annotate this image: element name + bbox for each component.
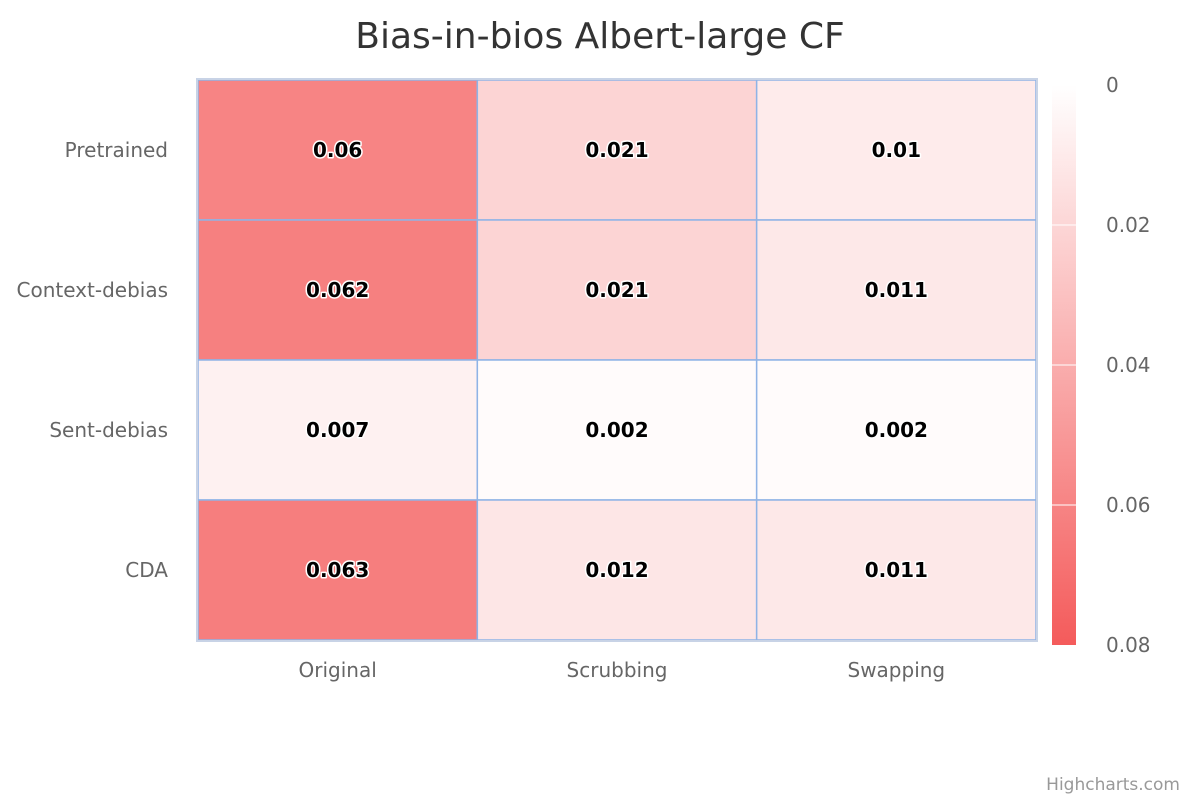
y-axis-tick-label: Pretrained	[65, 138, 168, 162]
heatmap-cell[interactable]	[476, 79, 758, 221]
color-legend-tick-label: 0.04	[1106, 353, 1151, 377]
color-legend: 0 0.02 0.04 0.06 0.08	[1052, 73, 1151, 657]
heatmap-cell[interactable]	[476, 359, 758, 501]
y-axis-tick-label: CDA	[125, 558, 168, 582]
heatmap-cell[interactable]	[197, 219, 479, 361]
cell-value-label: 0.021	[585, 138, 648, 162]
heatmap-cell[interactable]	[476, 219, 758, 361]
cell-value-label: 0.011	[865, 278, 928, 302]
cell-value-label: 0.062	[306, 278, 369, 302]
y-axis-tick-label: Context-debias	[17, 278, 169, 302]
heatmap-cell[interactable]	[755, 219, 1037, 361]
heatmap-cells	[197, 79, 1037, 641]
color-legend-tick-label: 0.08	[1106, 633, 1151, 657]
cell-value-label: 0.06	[313, 138, 362, 162]
cell-value-label: 0.063	[306, 558, 369, 582]
x-axis-tick-label: Swapping	[848, 658, 946, 682]
cell-value-label: 0.011	[865, 558, 928, 582]
x-axis-tick-label: Original	[299, 658, 377, 682]
plot-frame	[196, 78, 1038, 642]
heatmap-cell[interactable]	[197, 79, 479, 221]
y-axis-tick-label: Sent-debias	[49, 418, 168, 442]
heatmap-cell[interactable]	[755, 499, 1037, 641]
color-legend-tick-label: 0.06	[1106, 493, 1151, 517]
cell-value-label: 0.007	[306, 418, 369, 442]
cell-value-label: 0.002	[585, 418, 648, 442]
plot-border	[196, 78, 1038, 642]
credits-link[interactable]: Highcharts.com	[1046, 775, 1180, 795]
y-axis: Pretrained Context-debias Sent-debias CDA	[17, 138, 169, 582]
color-legend-tick-label: 0	[1106, 73, 1119, 97]
chart-title: Bias-in-bios Albert-large CF	[355, 16, 844, 57]
cell-value-label: 0.012	[585, 558, 648, 582]
cell-value-label: 0.01	[872, 138, 921, 162]
x-axis: Original Scrubbing Swapping	[299, 658, 946, 682]
cell-value-label: 0.021	[585, 278, 648, 302]
cell-labels: 0.06 0.021 0.01 0.062 0.021 0.011 0.007 0.002 0.…	[305, 137, 930, 584]
heatmap-cell[interactable]	[197, 499, 479, 641]
color-legend-tick-label: 0.02	[1106, 213, 1151, 237]
x-axis-tick-label: Scrubbing	[567, 658, 668, 682]
cell-value-label: 0.002	[865, 418, 928, 442]
